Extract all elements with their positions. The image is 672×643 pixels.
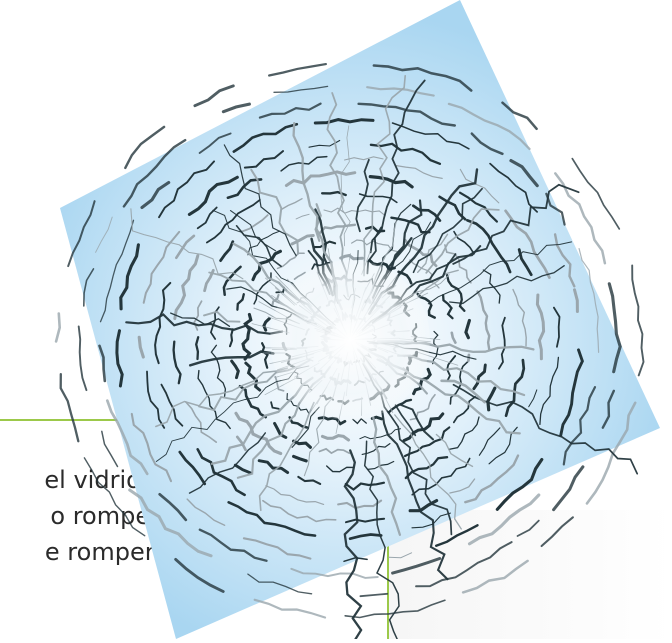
crack-line <box>61 374 79 441</box>
crack-line <box>518 521 539 536</box>
crack-line <box>389 553 412 558</box>
crack-line <box>393 559 440 574</box>
crack-line <box>56 314 60 342</box>
crack-line <box>79 326 87 390</box>
impact-core <box>270 260 430 420</box>
crack-line <box>632 265 643 375</box>
crack-line <box>255 600 325 618</box>
crack-line <box>360 594 387 596</box>
crack-line <box>223 104 249 112</box>
crack-line <box>195 86 233 106</box>
crack-line <box>572 159 619 229</box>
crack-line <box>554 467 583 510</box>
crack-line <box>102 431 118 466</box>
crack-line <box>542 517 573 546</box>
crack-line <box>269 64 326 75</box>
